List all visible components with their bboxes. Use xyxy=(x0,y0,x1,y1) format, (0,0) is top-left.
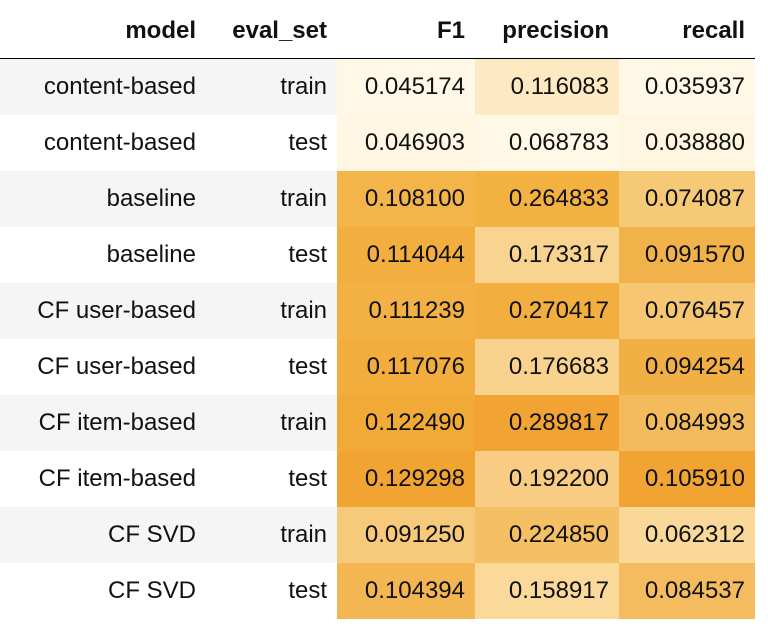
cell-f1: 0.104394 xyxy=(337,563,475,619)
table-row: baseline train 0.108100 0.264833 0.074087 xyxy=(0,171,755,227)
cell-model: CF user-based xyxy=(0,339,206,395)
table-row: CF user-based test 0.117076 0.176683 0.09425… xyxy=(0,339,755,395)
cell-model: CF SVD xyxy=(0,563,206,619)
table-row: CF user-based train 0.111239 0.270417 0.0764… xyxy=(0,283,755,339)
table-row: CF item-based train 0.122490 0.289817 0.0849… xyxy=(0,395,755,451)
cell-recall: 0.074087 xyxy=(619,171,755,227)
cell-eval-set: train xyxy=(206,58,337,115)
cell-f1: 0.091250 xyxy=(337,507,475,563)
cell-recall: 0.105910 xyxy=(619,451,755,507)
cell-f1: 0.129298 xyxy=(337,451,475,507)
cell-model: baseline xyxy=(0,227,206,283)
cell-precision: 0.068783 xyxy=(475,115,619,171)
column-header-model: model xyxy=(0,4,206,59)
cell-eval-set: test xyxy=(206,115,337,171)
cell-precision: 0.289817 xyxy=(475,395,619,451)
cell-eval-set: train xyxy=(206,283,337,339)
cell-recall: 0.094254 xyxy=(619,339,755,395)
cell-recall: 0.038880 xyxy=(619,115,755,171)
cell-eval-set: test xyxy=(206,451,337,507)
cell-precision: 0.158917 xyxy=(475,563,619,619)
cell-precision: 0.176683 xyxy=(475,339,619,395)
cell-precision: 0.192200 xyxy=(475,451,619,507)
cell-model: content-based xyxy=(0,58,206,115)
cell-eval-set: train xyxy=(206,507,337,563)
table-row: CF item-based test 0.129298 0.192200 0.10591… xyxy=(0,451,755,507)
cell-f1: 0.046903 xyxy=(337,115,475,171)
cell-eval-set: train xyxy=(206,395,337,451)
cell-model: CF item-based xyxy=(0,395,206,451)
cell-recall: 0.035937 xyxy=(619,58,755,115)
table-header: model eval_set F1 precision recall xyxy=(0,4,755,59)
table-row: content-based train 0.045174 0.116083 0.0359… xyxy=(0,58,755,115)
cell-f1: 0.114044 xyxy=(337,227,475,283)
cell-precision: 0.264833 xyxy=(475,171,619,227)
cell-model: content-based xyxy=(0,115,206,171)
cell-f1: 0.045174 xyxy=(337,58,475,115)
cell-model: CF user-based xyxy=(0,283,206,339)
results-table: model eval_set F1 precision recall conte… xyxy=(0,4,755,619)
cell-f1: 0.111239 xyxy=(337,283,475,339)
cell-precision: 0.173317 xyxy=(475,227,619,283)
cell-precision: 0.270417 xyxy=(475,283,619,339)
cell-f1: 0.122490 xyxy=(337,395,475,451)
cell-recall: 0.076457 xyxy=(619,283,755,339)
cell-eval-set: test xyxy=(206,339,337,395)
cell-eval-set: train xyxy=(206,171,337,227)
table-row: baseline test 0.114044 0.173317 0.091570 xyxy=(0,227,755,283)
cell-recall: 0.084537 xyxy=(619,563,755,619)
table-row: CF SVD test 0.104394 0.158917 0.084537 xyxy=(0,563,755,619)
cell-model: CF item-based xyxy=(0,451,206,507)
column-header-precision: precision xyxy=(475,4,619,59)
cell-recall: 0.062312 xyxy=(619,507,755,563)
cell-eval-set: test xyxy=(206,227,337,283)
table-body: content-based train 0.045174 0.116083 0.0359… xyxy=(0,58,755,619)
column-header-f1: F1 xyxy=(337,4,475,59)
column-header-recall: recall xyxy=(619,4,755,59)
cell-f1: 0.108100 xyxy=(337,171,475,227)
cell-recall: 0.084993 xyxy=(619,395,755,451)
table-row: CF SVD train 0.091250 0.224850 0.062312 xyxy=(0,507,755,563)
cell-model: CF SVD xyxy=(0,507,206,563)
table-row: content-based test 0.046903 0.068783 0.03888… xyxy=(0,115,755,171)
column-header-eval-set: eval_set xyxy=(206,4,337,59)
cell-precision: 0.116083 xyxy=(475,58,619,115)
cell-recall: 0.091570 xyxy=(619,227,755,283)
cell-eval-set: test xyxy=(206,563,337,619)
cell-model: baseline xyxy=(0,171,206,227)
cell-precision: 0.224850 xyxy=(475,507,619,563)
header-row: model eval_set F1 precision recall xyxy=(0,4,755,59)
cell-f1: 0.117076 xyxy=(337,339,475,395)
